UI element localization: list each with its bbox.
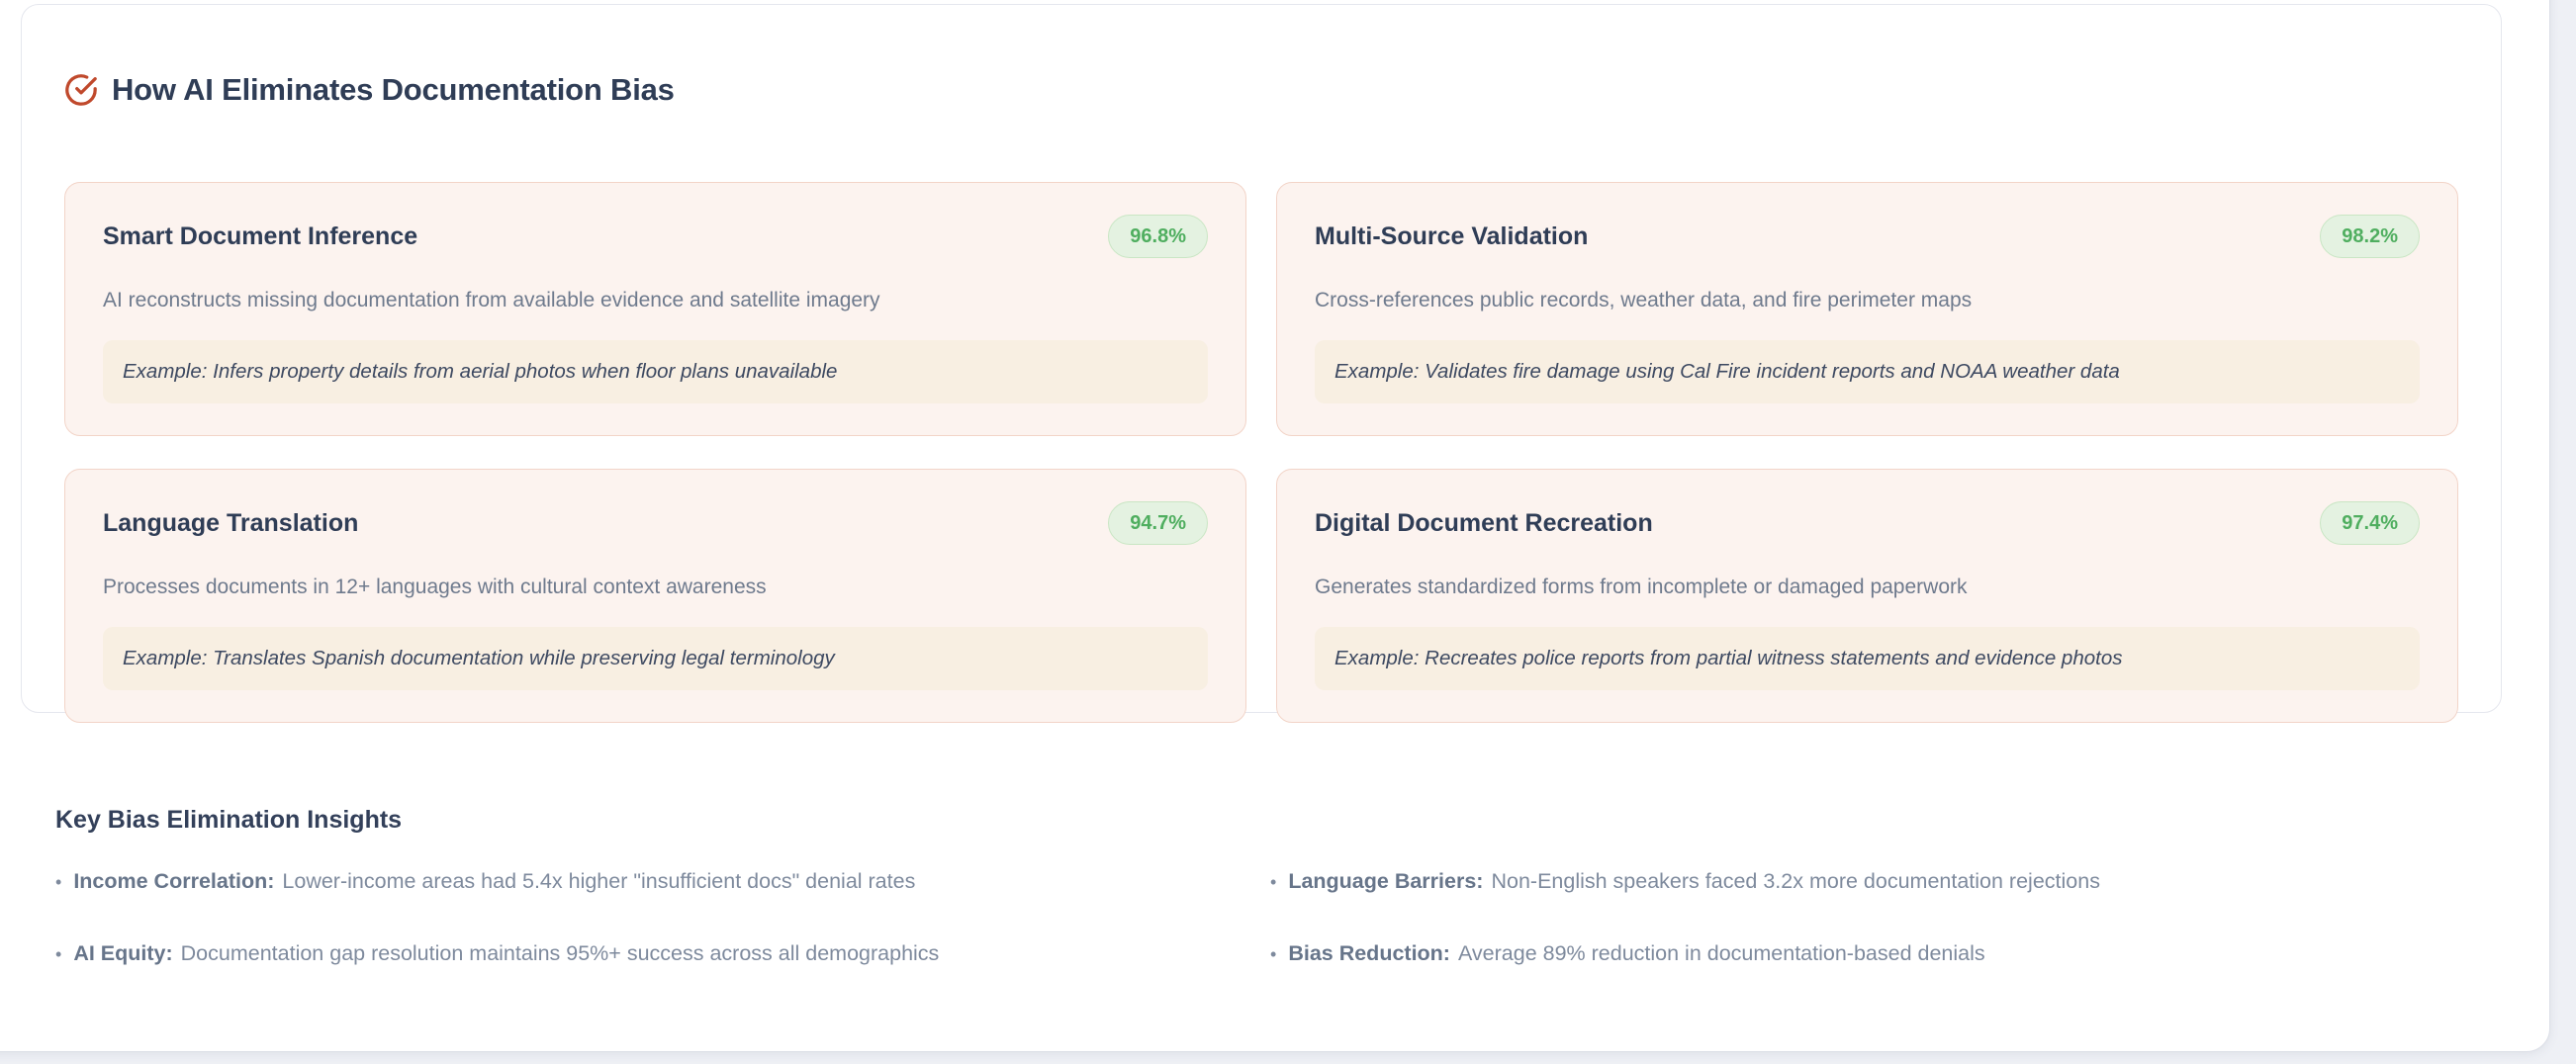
insight-label: Income Correlation:	[73, 869, 275, 893]
feature-card-header: Multi-Source Validation 98.2%	[1315, 213, 2420, 260]
feature-card-language-translation: Language Translation 94.7% Processes doc…	[64, 469, 1246, 724]
bullet-icon: •	[55, 872, 62, 892]
analysis-panel: How AI Eliminates Documentation Bias Sma…	[0, 0, 2550, 1052]
bias-elimination-card: How AI Eliminates Documentation Bias Sma…	[21, 4, 2502, 724]
insights-grid: • Income Correlation: Lower-income areas h…	[55, 866, 2469, 969]
key-insights-section: Key Bias Elimination Insights • Income Co…	[55, 805, 2469, 969]
feature-title: Digital Document Recreation	[1315, 509, 1653, 538]
accuracy-badge: 96.8%	[1108, 215, 1208, 259]
feature-card-digital-document-recreation: Digital Document Recreation 97.4% Genera…	[1276, 469, 2458, 724]
insight-label: Bias Reduction:	[1288, 941, 1450, 965]
insight-language-barriers: • Language Barriers: Non-English speakers …	[1270, 866, 2469, 897]
bullet-icon: •	[1270, 872, 1277, 892]
feature-description: Generates standardized forms from incomp…	[1315, 576, 1968, 599]
accuracy-badge: 98.2%	[2320, 215, 2420, 259]
card-title-row: How AI Eliminates Documentation Bias	[64, 46, 2458, 133]
insight-income-correlation: • Income Correlation: Lower-income areas h…	[55, 866, 1254, 897]
insight-text: Lower-income areas had 5.4x higher "insu…	[282, 869, 916, 893]
feature-example: Example: Recreates police reports from p…	[1315, 627, 2420, 691]
feature-card-header: Digital Document Recreation 97.4%	[1315, 499, 2420, 547]
feature-title: Multi-Source Validation	[1315, 222, 1589, 251]
feature-card-header: Language Translation 94.7%	[103, 499, 1208, 547]
feature-description: AI reconstructs missing documentation fr…	[103, 289, 880, 312]
insight-bias-reduction: • Bias Reduction: Average 89% reduction in…	[1270, 938, 2469, 969]
bullet-icon: •	[55, 944, 62, 964]
insight-text: Average 89% reduction in documentation-b…	[1457, 941, 1985, 965]
feature-card-header: Smart Document Inference 96.8%	[103, 213, 1208, 260]
feature-description: Processes documents in 12+ languages wit…	[103, 576, 767, 599]
feature-example: Example: Validates fire damage using Cal…	[1315, 340, 2420, 404]
accuracy-badge: 94.7%	[1108, 501, 1208, 546]
insight-text: Documentation gap resolution maintains 9…	[180, 941, 940, 965]
insight-text: Non-English speakers faced 3.2x more doc…	[1491, 869, 2100, 893]
feature-example: Example: Infers property details from ae…	[103, 340, 1208, 404]
bullet-icon: •	[1270, 944, 1277, 964]
insights-heading: Key Bias Elimination Insights	[55, 806, 403, 834]
feature-description: Cross-references public records, weather…	[1315, 289, 1973, 312]
check-circle-icon	[64, 73, 98, 107]
section-title: How AI Eliminates Documentation Bias	[112, 71, 675, 107]
insight-label: Language Barriers:	[1288, 869, 1484, 893]
feature-title: Language Translation	[103, 509, 359, 538]
feature-cards-grid: Smart Document Inference 96.8% AI recons…	[64, 182, 2458, 724]
feature-title: Smart Document Inference	[103, 222, 418, 251]
accuracy-badge: 97.4%	[2320, 501, 2420, 546]
insight-label: AI Equity:	[73, 941, 173, 965]
feature-card-smart-document-inference: Smart Document Inference 96.8% AI recons…	[64, 182, 1246, 437]
feature-card-multi-source-validation: Multi-Source Validation 98.2% Cross-refe…	[1276, 182, 2458, 437]
insight-ai-equity: • AI Equity: Documentation gap resolution …	[55, 938, 1254, 969]
feature-example: Example: Translates Spanish documentatio…	[103, 627, 1208, 691]
